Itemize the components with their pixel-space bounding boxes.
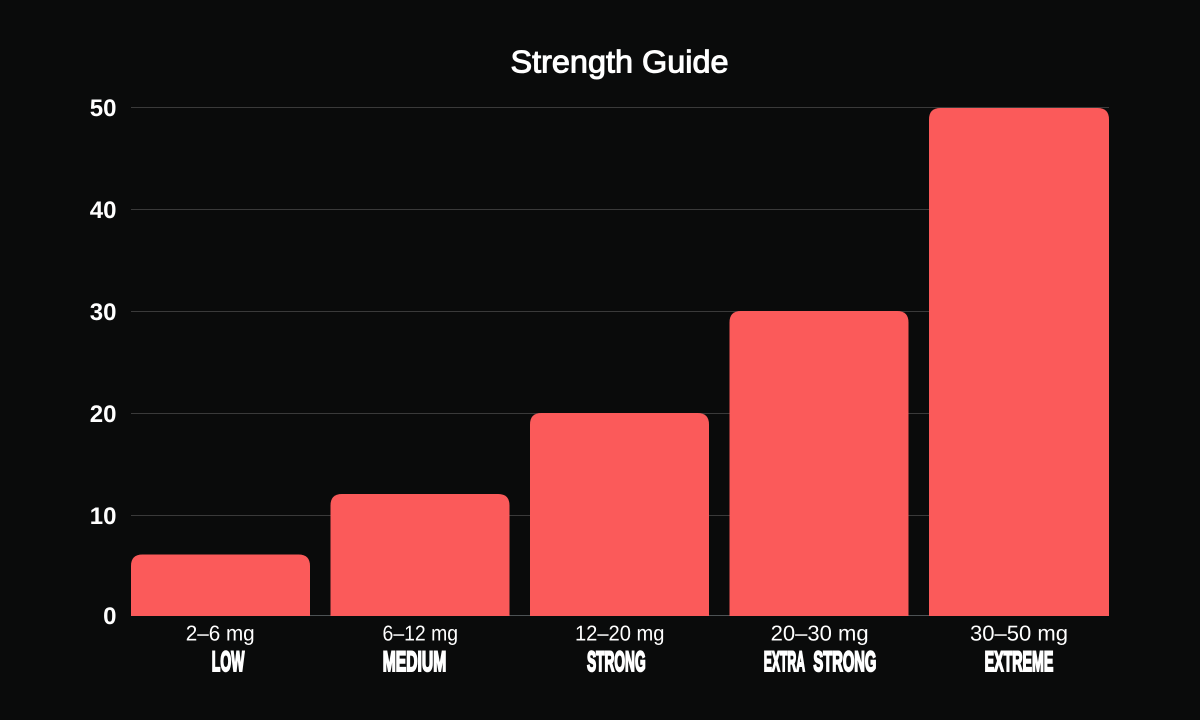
svg-text:30: 30 [90, 299, 117, 326]
svg-text:2–6 mg: 2–6 mg [186, 622, 255, 646]
svg-text:20–30 mg: 20–30 mg [771, 622, 869, 646]
svg-text:EXTRA: EXTRA [764, 645, 805, 677]
svg-text:30–50 mg: 30–50 mg [970, 622, 1068, 646]
svg-text:0: 0 [103, 603, 116, 630]
svg-text:MEDIUM: MEDIUM [383, 645, 447, 677]
svg-text:20: 20 [90, 401, 117, 428]
svg-text:40: 40 [90, 197, 117, 224]
svg-text:STRONG: STRONG [813, 645, 876, 677]
svg-text:LOW: LOW [212, 645, 245, 677]
svg-text:STRONG: STRONG [587, 645, 646, 677]
svg-text:EXTREME: EXTREME [985, 645, 1054, 677]
svg-text:10: 10 [90, 503, 117, 530]
svg-text:12–20 mg: 12–20 mg [575, 622, 665, 646]
svg-text:50: 50 [90, 95, 117, 122]
svg-text:Strength Guide: Strength Guide [511, 44, 729, 80]
svg-text:6–12 mg: 6–12 mg [383, 622, 459, 646]
